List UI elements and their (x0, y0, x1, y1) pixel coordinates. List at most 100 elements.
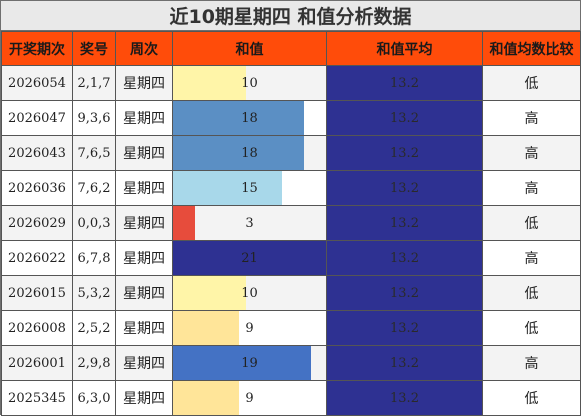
table-body: 2026054 2,1,7 星期四 10 13.2 低 2026047 9,3,6 星期四 18 1… (1, 65, 581, 416)
table-row: 2026036 7,6,2 星期四 15 13.2 高 (1, 170, 581, 206)
sum-bar (173, 136, 305, 170)
sum-value: 18 (241, 145, 258, 161)
sum-value: 19 (241, 355, 258, 371)
sum-cell: 19 (172, 345, 327, 381)
table-row: 2026022 6,7,8 星期四 21 13.2 高 (1, 240, 581, 276)
number-cell: 6,7,8 (72, 240, 116, 276)
table-row: 2026054 2,1,7 星期四 10 13.2 低 (1, 65, 581, 101)
issue-cell: 2026008 (1, 310, 73, 346)
avg-cell: 13.2 (326, 345, 483, 381)
issue-cell: 2026022 (1, 240, 73, 276)
week-cell: 星期四 (115, 170, 173, 206)
sum-bar (173, 276, 246, 310)
sum-cell: 18 (172, 100, 327, 136)
sum-bar (173, 311, 239, 345)
table-row: 2026043 7,6,5 星期四 18 13.2 高 (1, 135, 581, 171)
avg-cell: 13.2 (326, 170, 483, 206)
issue-cell: 2026036 (1, 170, 73, 206)
sum-value: 10 (241, 285, 258, 301)
number-cell: 2,1,7 (72, 65, 116, 101)
avg-cell: 13.2 (326, 380, 483, 416)
avg-cell: 13.2 (326, 240, 483, 276)
week-cell: 星期四 (115, 205, 173, 241)
table-row: 2026029 0,0,3 星期四 3 13.2 低 (1, 205, 581, 241)
table-header-row: 开奖期次 奖号 周次 和值 和值平均 和值均数比较 (1, 31, 581, 66)
table-row: 2026008 2,5,2 星期四 9 13.2 低 (1, 310, 581, 346)
issue-cell: 2026054 (1, 65, 73, 101)
sum-value: 18 (241, 110, 258, 126)
compare-cell: 低 (482, 205, 581, 241)
week-cell: 星期四 (115, 65, 173, 101)
number-cell: 5,3,2 (72, 275, 116, 311)
sum-bar (173, 101, 305, 135)
sum-bar (173, 241, 326, 275)
sum-bar (173, 66, 246, 100)
sum-value: 9 (245, 390, 254, 406)
compare-cell: 高 (482, 170, 581, 206)
week-cell: 星期四 (115, 345, 173, 381)
compare-cell: 高 (482, 345, 581, 381)
panel-title: 近10期星期四 和值分析数据 (1, 1, 580, 31)
sum-value: 3 (245, 215, 254, 231)
sum-bar (173, 346, 312, 380)
table-row: 2025345 6,3,0 星期四 9 13.2 低 (1, 380, 581, 416)
compare-cell: 高 (482, 135, 581, 171)
issue-cell: 2026043 (1, 135, 73, 171)
header-avg: 和值平均 (326, 31, 483, 66)
number-cell: 7,6,2 (72, 170, 116, 206)
sum-bar (173, 381, 239, 415)
compare-cell: 低 (482, 65, 581, 101)
table-row: 2026047 9,3,6 星期四 18 13.2 高 (1, 100, 581, 136)
issue-cell: 2026015 (1, 275, 73, 311)
week-cell: 星期四 (115, 100, 173, 136)
header-compare: 和值均数比较 (482, 31, 581, 66)
avg-cell: 13.2 (326, 205, 483, 241)
sum-value: 10 (241, 75, 258, 91)
number-cell: 2,9,8 (72, 345, 116, 381)
avg-cell: 13.2 (326, 65, 483, 101)
compare-cell: 低 (482, 310, 581, 346)
compare-cell: 低 (482, 275, 581, 311)
week-cell: 星期四 (115, 135, 173, 171)
avg-cell: 13.2 (326, 135, 483, 171)
sum-bar (173, 206, 195, 240)
week-cell: 星期四 (115, 240, 173, 276)
sum-value: 15 (241, 180, 258, 196)
compare-cell: 低 (482, 380, 581, 416)
sum-analysis-table: 开奖期次 奖号 周次 和值 和值平均 和值均数比较 2026054 2,1,7 星期… (1, 31, 581, 416)
avg-cell: 13.2 (326, 100, 483, 136)
number-cell: 0,0,3 (72, 205, 116, 241)
sum-cell: 15 (172, 170, 327, 206)
avg-cell: 13.2 (326, 310, 483, 346)
header-week: 周次 (115, 31, 173, 66)
number-cell: 7,6,5 (72, 135, 116, 171)
header-number: 奖号 (72, 31, 116, 66)
issue-cell: 2026047 (1, 100, 73, 136)
header-sum: 和值 (172, 31, 327, 66)
header-issue: 开奖期次 (1, 31, 73, 66)
number-cell: 2,5,2 (72, 310, 116, 346)
sum-cell: 10 (172, 65, 327, 101)
sum-cell: 21 (172, 240, 327, 276)
table-row: 2026001 2,9,8 星期四 19 13.2 高 (1, 345, 581, 381)
compare-cell: 高 (482, 240, 581, 276)
sum-bar (173, 171, 283, 205)
issue-cell: 2026001 (1, 345, 73, 381)
sum-cell: 9 (172, 310, 327, 346)
sum-cell: 18 (172, 135, 327, 171)
compare-cell: 高 (482, 100, 581, 136)
sum-cell: 9 (172, 380, 327, 416)
sum-cell: 3 (172, 205, 327, 241)
week-cell: 星期四 (115, 310, 173, 346)
number-cell: 9,3,6 (72, 100, 116, 136)
issue-cell: 2025345 (1, 380, 73, 416)
table-row: 2026015 5,3,2 星期四 10 13.2 低 (1, 275, 581, 311)
week-cell: 星期四 (115, 380, 173, 416)
sum-cell: 10 (172, 275, 327, 311)
week-cell: 星期四 (115, 275, 173, 311)
sum-value: 21 (241, 250, 258, 266)
number-cell: 6,3,0 (72, 380, 116, 416)
sum-value: 9 (245, 320, 254, 336)
issue-cell: 2026029 (1, 205, 73, 241)
